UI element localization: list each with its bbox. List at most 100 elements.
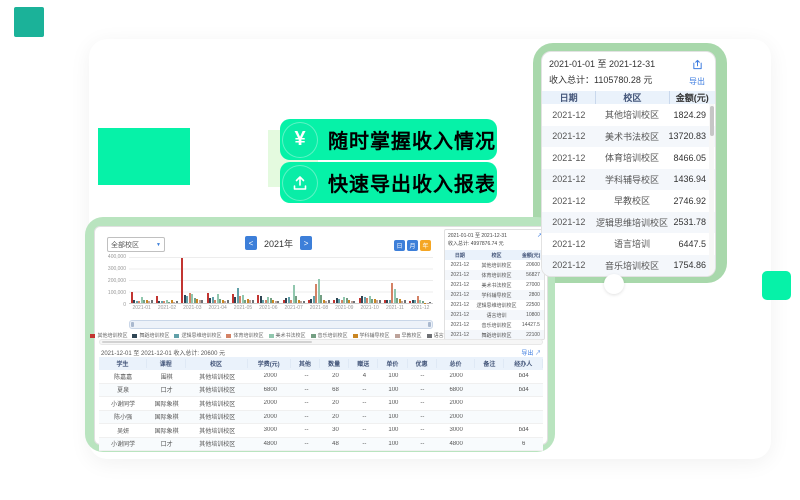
- bar-逻辑思维培训校区: [211, 296, 214, 303]
- scrollbar-thumb[interactable]: [710, 106, 714, 136]
- bar-舞蹈培训校区: [310, 298, 313, 303]
- income-date-range: 2021-01-01 至 2021-12-31: [549, 59, 656, 69]
- column-header-campus: 校区: [595, 91, 668, 104]
- table-row: 陈小强 国际象棋 其他培训校区 2000 -- 20 -- 100 -- 2000: [99, 410, 543, 424]
- detail-export-button[interactable]: 导出 ↗: [521, 351, 541, 357]
- bar-美术书法校区: [140, 296, 143, 303]
- view-toggle-年[interactable]: 年: [420, 240, 431, 251]
- bar-语言培训: [353, 300, 356, 303]
- bar-早教校区: [300, 301, 303, 303]
- bar-舞蹈培训校区: [386, 299, 389, 303]
- cell-campus: 语言培训: [486, 312, 507, 319]
- y-tick-label: 0: [123, 302, 126, 308]
- cell-campus: 其他培训校区: [604, 110, 659, 121]
- datazoom-left-handle[interactable]: [131, 322, 134, 327]
- bar-group-2021-12: [408, 257, 433, 303]
- x-tick-label: 2021-08: [309, 305, 329, 311]
- export-icon: [692, 59, 702, 70]
- legend-label: 语言培训: [434, 332, 454, 339]
- bar-学科辅导校区: [373, 299, 376, 303]
- cell: 陈小强: [114, 415, 133, 422]
- legend-label: 舞蹈培训校区: [139, 333, 170, 339]
- horizontal-scrollbar[interactable]: [99, 339, 543, 345]
- cell: 3000: [263, 427, 277, 434]
- legend-label: 逻辑思维培训校区: [181, 333, 222, 339]
- cell: --: [362, 400, 367, 407]
- bar-音乐培训校区: [345, 297, 348, 303]
- legend-item[interactable]: 其他培训校区: [90, 332, 127, 339]
- feature-pills: ¥ 随时掌握收入情况 快速导出收入报表: [280, 119, 497, 205]
- x-tick-label: 2021-12: [411, 305, 430, 311]
- bar-语言培训: [150, 300, 153, 303]
- bar-学科辅导校区: [297, 300, 300, 303]
- cell-amount: 8466.05: [673, 152, 706, 163]
- horizontal-scrollbar-thumb[interactable]: [102, 341, 312, 343]
- datazoom-right-handle[interactable]: [428, 322, 431, 327]
- legend-item[interactable]: 舞蹈培训校区: [132, 332, 169, 339]
- yen-icon: ¥: [282, 121, 318, 158]
- bar-学科辅导校区: [398, 298, 401, 303]
- export-button[interactable]: 导出: [685, 57, 709, 87]
- cell: --: [420, 373, 425, 380]
- cell-amount: 2746.92: [673, 195, 706, 206]
- cell: 口才: [160, 388, 173, 395]
- table-row: 吴妍 国际象棋 其他培训校区 3000 -- 30 -- 100 -- 3000 bd4: [99, 424, 543, 438]
- cell: 4800: [449, 440, 463, 447]
- legend-item[interactable]: 美术书法校区: [268, 332, 306, 339]
- legend-swatch: [352, 333, 358, 338]
- chart-plot: [129, 257, 433, 304]
- cell: --: [420, 400, 425, 407]
- bar-早教校区: [274, 300, 277, 303]
- legend-item[interactable]: 逻辑思维培训校区: [174, 332, 221, 339]
- bar-语言培训: [201, 299, 204, 303]
- feature-pill-export-label: 快速导出收入报表: [328, 174, 496, 196]
- campus-filter-select[interactable]: 全部校区 ▼: [107, 237, 165, 252]
- scrollbar-track[interactable]: [709, 104, 714, 276]
- cell-campus: 语言培训: [613, 239, 650, 250]
- view-toggle-月[interactable]: 月: [407, 240, 418, 251]
- prev-year-button[interactable]: <: [245, 236, 257, 250]
- bar-体育培训校区: [315, 284, 318, 303]
- cell: 6800: [449, 386, 463, 393]
- campus-filter-value: 全部校区: [111, 241, 139, 249]
- bar-体育培训校区: [290, 299, 293, 303]
- bar-舞蹈培训校区: [183, 295, 186, 303]
- x-tick-label: 2021-04: [208, 305, 227, 311]
- cell: --: [420, 386, 425, 393]
- chart-datazoom-slider[interactable]: [129, 320, 433, 329]
- bar-学科辅导校区: [170, 300, 173, 303]
- legend-item[interactable]: 学科辅导校区: [352, 332, 390, 339]
- bar-舞蹈培训校区: [259, 296, 262, 303]
- next-year-button[interactable]: >: [300, 236, 313, 250]
- y-tick-label: 300,000: [107, 266, 126, 272]
- chart-legend: 其他培训校区 舞蹈培训校区 逻辑思维培训校区 体育培训校区 美术书法校区 音乐培训校区 学科…: [90, 332, 454, 339]
- bar-美术书法校区: [343, 296, 346, 303]
- legend-item[interactable]: 早教校区: [394, 332, 422, 339]
- column-header-课程: 课程: [147, 359, 186, 368]
- cell-amount: 1436.94: [673, 174, 706, 185]
- legend-label: 学科辅导校区: [359, 333, 390, 339]
- mini-export-icon[interactable]: ↗: [536, 233, 542, 239]
- bar-早教校区: [224, 300, 227, 303]
- bar-其他培训校区: [155, 295, 158, 303]
- cell-amount: 27000: [526, 282, 540, 288]
- view-toggle-日[interactable]: 日: [394, 240, 405, 251]
- column-header-校区: 校区: [186, 359, 248, 368]
- table-row: 2021-12 语言培训 6447.5: [542, 233, 715, 255]
- cell: 其他培训校区: [199, 374, 236, 381]
- cell-amount: 22100: [526, 332, 540, 338]
- legend-item[interactable]: 体育培训校区: [226, 332, 264, 339]
- legend-label: 其他培训校区: [97, 333, 128, 339]
- bar-美术书法校区: [241, 294, 244, 303]
- legend-item[interactable]: 语言培训: [426, 332, 454, 339]
- cell: --: [304, 440, 309, 447]
- column-header-其他: 其他: [291, 359, 320, 368]
- cell: --: [304, 400, 309, 407]
- bar-体育培训校区: [239, 296, 242, 303]
- table-row: 2021-12 美术书法校区 13720.83: [542, 125, 715, 147]
- legend-item[interactable]: 音乐培训校区: [310, 332, 348, 339]
- legend-swatch: [226, 333, 232, 338]
- bar-group-2021-09: [332, 257, 357, 303]
- cell-amount: 14427.5: [521, 322, 540, 328]
- bar-逻辑思维培训校区: [414, 300, 417, 303]
